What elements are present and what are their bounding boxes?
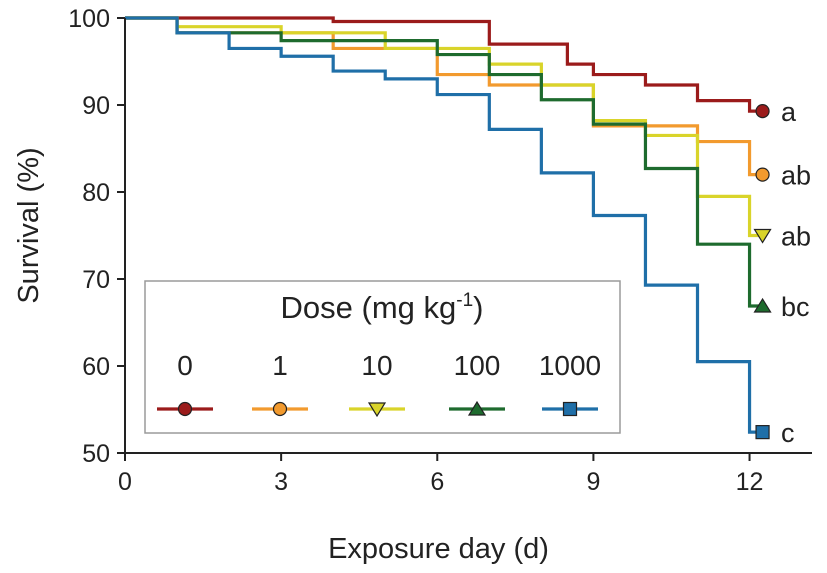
group-letter-dose-1: ab bbox=[781, 161, 811, 191]
legend-marker-dose-100 bbox=[467, 400, 487, 416]
survival-line-dose-1 bbox=[125, 16, 763, 177]
legend: Dose (mg kg-1) 0 1 10 100 1000 bbox=[144, 280, 621, 434]
legend-label-dose-1000: 1000 bbox=[539, 350, 601, 381]
plot-lines bbox=[125, 16, 763, 434]
end-marker-dose-1 bbox=[755, 167, 770, 182]
y-tick-label: 90 bbox=[82, 92, 110, 120]
x-tick-label: 12 bbox=[736, 468, 764, 496]
group-letter-dose-1000: c bbox=[781, 418, 795, 448]
x-ticks: 0 3 6 9 12 bbox=[118, 453, 763, 496]
x-tick-label: 3 bbox=[274, 468, 288, 496]
end-markers bbox=[753, 103, 772, 440]
group-letter-dose-10: ab bbox=[781, 222, 811, 252]
x-tick-label: 9 bbox=[586, 468, 600, 496]
survival-line-dose-100 bbox=[125, 16, 763, 308]
y-ticks: 50 60 70 80 90 100 bbox=[68, 5, 125, 468]
axes bbox=[124, 18, 812, 454]
group-letter-dose-0: a bbox=[781, 97, 797, 127]
legend-title: Dose (mg kg-1) bbox=[281, 290, 484, 325]
y-tick-label: 70 bbox=[82, 266, 110, 294]
y-tick-label: 100 bbox=[68, 5, 110, 33]
legend-label-dose-0: 0 bbox=[177, 350, 193, 381]
legend-label-dose-10: 10 bbox=[361, 350, 392, 381]
legend-marker-dose-0 bbox=[177, 401, 193, 417]
legend-label-dose-1: 1 bbox=[272, 350, 288, 381]
end-marker-dose-0 bbox=[755, 103, 770, 119]
survival-line-dose-0 bbox=[125, 16, 763, 113]
group-letters: a ab ab bc c bbox=[781, 97, 811, 448]
legend-marker-dose-1 bbox=[272, 401, 288, 417]
y-tick-label: 50 bbox=[82, 440, 110, 468]
end-marker-dose-1000 bbox=[755, 425, 770, 440]
legend-items: 0 1 10 100 1000 bbox=[157, 350, 601, 418]
legend-label-dose-100: 100 bbox=[454, 350, 501, 381]
y-tick-label: 60 bbox=[82, 353, 110, 381]
group-letter-dose-100: bc bbox=[781, 292, 810, 322]
y-tick-label: 80 bbox=[82, 179, 110, 207]
end-marker-dose-10 bbox=[753, 228, 772, 244]
x-tick-label: 0 bbox=[118, 468, 132, 496]
end-marker-dose-100 bbox=[753, 297, 772, 313]
x-tick-label: 6 bbox=[430, 468, 444, 496]
y-axis-title: Survival (%) bbox=[13, 147, 45, 303]
x-axis-title: Exposure day (d) bbox=[328, 533, 549, 565]
legend-marker-dose-10 bbox=[367, 402, 387, 418]
legend-marker-dose-1000 bbox=[562, 401, 578, 417]
survival-line-dose-1000 bbox=[125, 16, 763, 434]
